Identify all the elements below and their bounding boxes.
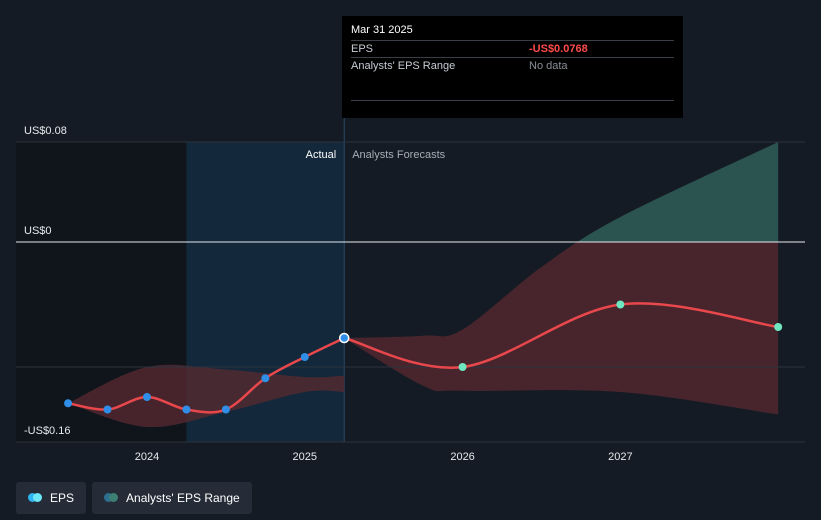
y-tick-label: US$0.08 (24, 125, 67, 137)
legend-dot (104, 493, 114, 502)
actual-eps-point (221, 405, 230, 414)
legend-dot (33, 493, 42, 502)
actual-eps-point (261, 374, 270, 383)
forecast-eps-point (616, 300, 625, 309)
eps-legend-icon (28, 493, 44, 503)
range-legend-icon (104, 493, 120, 503)
x-tick-label: 2025 (293, 451, 317, 463)
tooltip-range-value: No data (529, 60, 568, 72)
actual-eps-point (182, 405, 191, 414)
forecast-eps-point (458, 363, 467, 371)
actual-range (68, 364, 345, 428)
eps-chart: US$0.08 US$0 -US$0.16 2024 2025 2026 2027 Actua… (16, 16, 805, 463)
legend-dot (109, 493, 119, 502)
forecast-eps-line (343, 302, 779, 369)
actual-eps-point (64, 399, 73, 408)
x-tick-label: 2026 (450, 451, 474, 463)
x-tick-label: 2027 (608, 451, 632, 463)
legend-range-label: Analysts' EPS Range (126, 491, 240, 505)
forecast-range-negative (344, 242, 779, 415)
legend-eps-label: EPS (50, 491, 75, 505)
y-tick-label: -US$0.16 (24, 425, 70, 437)
tooltip-range-label: Analysts' EPS Range (351, 60, 456, 72)
legend-item-eps[interactable]: EPS (16, 482, 87, 514)
tooltip-row-range: Analysts' EPS Range No data (351, 57, 674, 74)
y-tick-label: US$0 (24, 225, 52, 237)
tooltip-divider (351, 100, 674, 101)
tooltip-row-eps: EPS -US$0.0768 (351, 40, 674, 57)
actual-eps-point (103, 405, 112, 414)
tooltip-eps-label: EPS (351, 43, 374, 55)
actual-eps-point (142, 393, 151, 401)
legend-dot (28, 493, 37, 502)
tooltip: Mar 31 2025 EPS -US$0.0768 Analysts' EPS… (342, 16, 683, 118)
actual-eps-point (338, 332, 350, 344)
region-label-actual: Actual (306, 149, 337, 161)
legend: EPS Analysts' EPS Range (16, 482, 252, 514)
forecast-eps-point (774, 323, 783, 331)
tooltip-date: Mar 31 2025 (351, 24, 413, 36)
x-tick-label: 2024 (135, 451, 159, 463)
actual-eps-point (300, 353, 309, 361)
forecast-range-positive (577, 142, 779, 242)
legend-item-range[interactable]: Analysts' EPS Range (92, 482, 252, 514)
region-label-forecast: Analysts Forecasts (352, 149, 445, 161)
tooltip-eps-value: -US$0.0768 (529, 43, 588, 55)
